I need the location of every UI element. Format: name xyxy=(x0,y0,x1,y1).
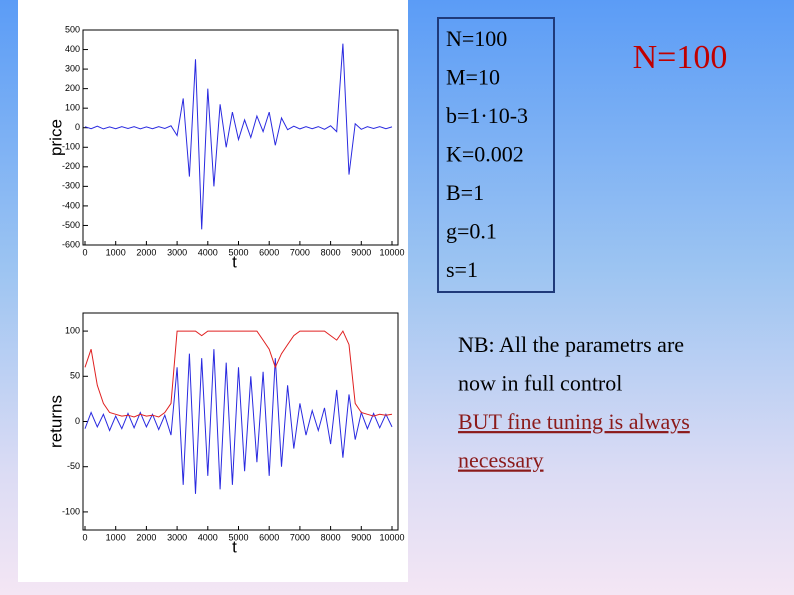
x-tick-label: 0 xyxy=(82,247,87,257)
parameter-list: N=100 M=10 b=1·10-3 K=0.002 B=1 g=0.1 s=1 xyxy=(446,26,528,282)
parameter-box xyxy=(437,17,555,293)
series-line xyxy=(84,349,393,494)
y-tick-label: 100 xyxy=(65,325,80,335)
y-tick-label: 0 xyxy=(75,416,80,426)
y-tick-label: 50 xyxy=(70,371,80,381)
y-tick-label: -300 xyxy=(62,181,80,191)
note-line: BUT fine tuning is always xyxy=(458,409,690,434)
x-tick-label: 2000 xyxy=(136,532,156,542)
y-axis-label: returns xyxy=(46,395,65,448)
x-tick-label: 10000 xyxy=(379,247,404,257)
x-tick-label: 8000 xyxy=(321,532,341,542)
y-tick-label: -500 xyxy=(62,220,80,230)
x-tick-label: 10000 xyxy=(379,532,404,542)
chart: -600 -500 -400 -300 -200 -100 0 100 200 300 400 500… xyxy=(46,24,404,271)
x-axis-label: t xyxy=(232,537,237,556)
x-tick-label: 1000 xyxy=(106,247,126,257)
y-tick-label: -200 xyxy=(62,161,80,171)
y-axis-label: price xyxy=(46,119,65,156)
parameter: N=100 xyxy=(446,26,507,51)
y-tick-label: -100 xyxy=(62,506,80,516)
parameter: g=0.1 xyxy=(446,219,497,244)
y-tick-label: 100 xyxy=(65,103,80,113)
y-tick-label: -100 xyxy=(62,142,80,152)
x-tick-label: 5000 xyxy=(228,247,248,257)
x-tick-label: 7000 xyxy=(290,247,310,257)
parameter: b=1·10-3 xyxy=(446,103,528,128)
x-tick-label: 8000 xyxy=(321,247,341,257)
heading: N=100 xyxy=(633,39,728,76)
y-tick-label: 200 xyxy=(65,83,80,93)
y-tick-label: 300 xyxy=(65,63,80,73)
notes: NB: All the parametrs are now in full con… xyxy=(458,332,690,473)
x-tick-label: 1000 xyxy=(106,532,126,542)
x-tick-label: 9000 xyxy=(351,532,371,542)
x-tick-label: 4000 xyxy=(198,247,218,257)
x-tick-label: 9000 xyxy=(351,247,371,257)
parameter: K=0.002 xyxy=(446,142,524,167)
y-tick-label: 500 xyxy=(65,24,80,34)
parameter: s=1 xyxy=(446,257,478,282)
series-line xyxy=(84,43,393,230)
y-tick-label: -600 xyxy=(62,239,80,249)
series-line xyxy=(84,330,393,418)
x-tick-label: 0 xyxy=(82,532,87,542)
y-tick-label: -400 xyxy=(62,200,80,210)
charts: -600-500-400-300-200-1000100200300400500… xyxy=(46,24,404,556)
x-tick-label: 3000 xyxy=(167,247,187,257)
y-tick-label: -50 xyxy=(67,461,80,471)
x-tick-label: 4000 xyxy=(198,532,218,542)
x-tick-label: 7000 xyxy=(290,532,310,542)
y-tick-label: 0 xyxy=(75,122,80,132)
note-line: necessary xyxy=(458,448,544,473)
parameter: M=10 xyxy=(446,65,500,90)
x-tick-label: 2000 xyxy=(136,247,156,257)
plot-frame xyxy=(82,29,399,246)
x-tick-label: 3000 xyxy=(167,532,187,542)
note-line: now in full control xyxy=(458,371,622,396)
note-line: NB: All the parametrs are xyxy=(458,332,684,357)
x-tick-label: 5000 xyxy=(228,532,248,542)
parameter: B=1 xyxy=(446,180,484,205)
y-tick-label: 400 xyxy=(65,44,80,54)
x-tick-label: 6000 xyxy=(259,532,279,542)
x-axis-label: t xyxy=(232,252,237,271)
x-tick-label: 6000 xyxy=(259,247,279,257)
